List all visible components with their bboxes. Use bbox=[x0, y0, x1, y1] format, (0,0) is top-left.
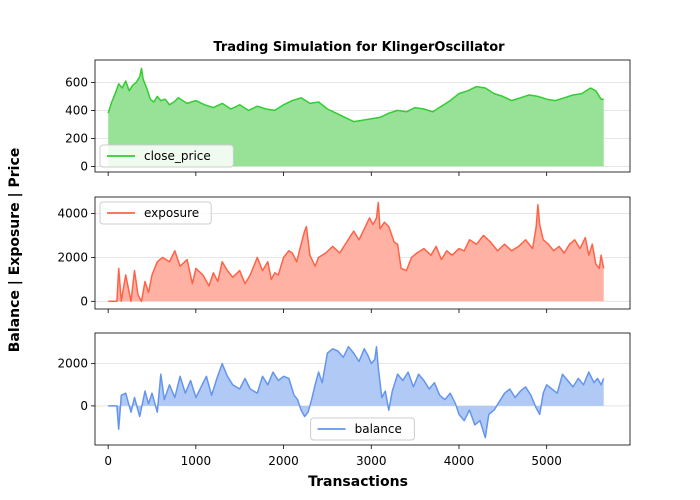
area-close_price bbox=[108, 68, 604, 167]
panel-exposure: 0 2000 4000 exposure bbox=[57, 196, 631, 313]
x-tick-label-3: 3000 bbox=[356, 454, 387, 468]
chart-title: Trading Simulation for KlingerOscillator bbox=[213, 40, 505, 55]
area-balance bbox=[108, 346, 604, 438]
y-tick-label-balance-0: 0 bbox=[80, 399, 88, 413]
x-tick-label-5: 5000 bbox=[531, 454, 562, 468]
legend-label-balance: balance bbox=[355, 422, 402, 436]
legend-label-exposure: exposure bbox=[144, 206, 199, 220]
x-tick-label-1: 1000 bbox=[181, 454, 212, 468]
axes-frame-close_price bbox=[94, 59, 631, 173]
axes-frame-balance bbox=[94, 332, 631, 446]
y-tick-label-exposure-2: 4000 bbox=[57, 206, 88, 220]
y-tick-label-close_price-3: 600 bbox=[65, 75, 88, 89]
legend-close_price: close_price bbox=[99, 144, 234, 168]
x-tick-label-0: 0 bbox=[104, 454, 112, 468]
legend-exposure: exposure bbox=[99, 201, 212, 225]
y-tick-label-exposure-0: 0 bbox=[80, 294, 88, 308]
line-close_price bbox=[107, 67, 604, 123]
x-axis-label: Transactions bbox=[308, 474, 408, 490]
legend-box-exposure bbox=[99, 201, 212, 225]
line-balance bbox=[108, 345, 605, 439]
y-tick-label-close_price-2: 400 bbox=[65, 103, 88, 117]
y-tick-label-close_price-0: 0 bbox=[80, 159, 88, 173]
panels-group: 0 200 400 600 close_price 0 2000 4000 exposure 0 2… bbox=[57, 59, 631, 468]
line-exposure bbox=[108, 201, 605, 303]
y-axis-label: Balance | Exposure | Price bbox=[7, 148, 23, 353]
legend-box-close_price bbox=[99, 144, 234, 168]
axes-frame-exposure bbox=[94, 196, 631, 310]
x-tick-label-4: 4000 bbox=[444, 454, 475, 468]
panel-balance: 0 2000 0 1000 2000 3000 4000 5000 balance bbox=[57, 332, 631, 468]
y-tick-label-exposure-1: 2000 bbox=[57, 250, 88, 264]
panel-close_price: 0 200 400 600 close_price bbox=[65, 59, 631, 176]
x-tick-label-2: 2000 bbox=[268, 454, 299, 468]
legend-box-balance bbox=[310, 417, 415, 441]
legend-balance: balance bbox=[310, 417, 415, 441]
y-tick-label-balance-1: 2000 bbox=[57, 357, 88, 371]
y-tick-label-close_price-1: 200 bbox=[65, 131, 88, 145]
legend-label-close_price: close_price bbox=[144, 149, 211, 163]
